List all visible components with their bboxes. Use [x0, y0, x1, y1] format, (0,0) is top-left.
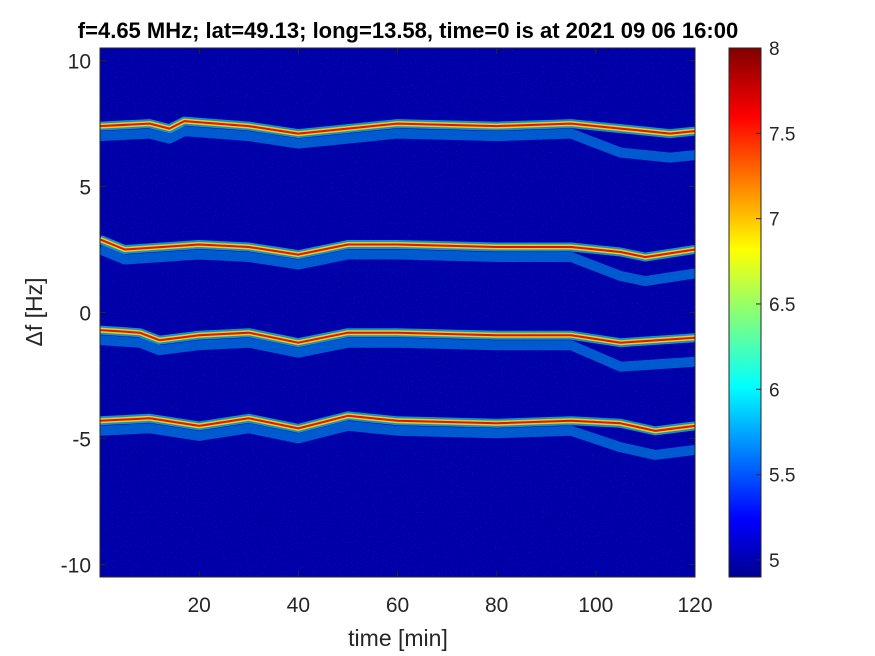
y-axis-ticks: -10 -5 0 5 10: [61, 51, 695, 577]
trace-line: [100, 238, 695, 259]
y-tick-label: -5: [72, 428, 91, 451]
trace-spread: [100, 420, 695, 460]
y-tick-label: -10: [61, 554, 91, 577]
colorbar-gradient: [728, 47, 762, 578]
trace-spread: [100, 335, 695, 372]
x-tick-label: 60: [386, 594, 409, 617]
colorbar-ticks: 5 5.5 6 6.5 7 7.5 8: [756, 39, 795, 572]
x-axis-label: time [min]: [348, 625, 448, 651]
y-tick-label: 10: [68, 51, 91, 74]
x-tick-label: 40: [287, 594, 310, 617]
colorbar-tick-label: 6.5: [769, 295, 795, 316]
spectrogram-noise: [100, 48, 695, 577]
colorbar-tick-label: 5: [769, 551, 780, 572]
y-axis-label: Δf [Hz]: [21, 277, 47, 346]
y-tick-label: 0: [79, 303, 91, 326]
x-axis-ticks: 20 40 60 80 100 120: [187, 48, 713, 617]
trace-spread: [100, 244, 695, 287]
x-tick-label: 20: [187, 594, 210, 617]
trace-line: [100, 120, 695, 135]
colorbar-tick-label: 6: [769, 380, 780, 401]
trace-spread: [100, 126, 695, 163]
x-tick-label: 100: [578, 594, 613, 617]
doppler-traces: [100, 116, 695, 460]
chart-title: f=4.65 MHz; lat=49.13; long=13.58, time=…: [78, 18, 738, 43]
y-tick-label: 5: [79, 177, 91, 200]
plot-area: [99, 47, 696, 578]
colorbar-tick-label: 7: [769, 210, 780, 231]
colorbar-tick-label: 5.5: [769, 466, 795, 487]
trace-line: [100, 329, 695, 344]
x-tick-label: 120: [677, 594, 712, 617]
colorbar-tick-label: 8: [769, 39, 780, 60]
colorbar: 5 5.5 6 6.5 7 7.5 8: [728, 39, 795, 578]
colorbar-tick-label: 7.5: [769, 124, 795, 145]
trace-line: [100, 414, 695, 432]
x-tick-label: 80: [485, 594, 508, 617]
